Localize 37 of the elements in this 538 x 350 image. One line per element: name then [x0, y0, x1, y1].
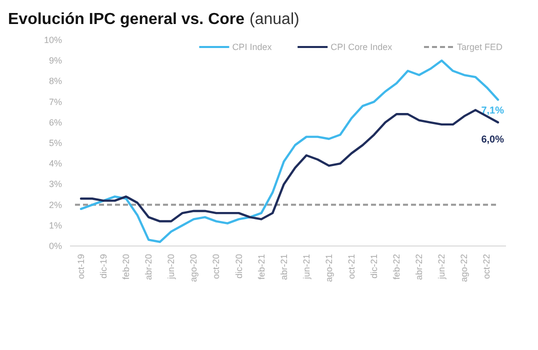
x-tick-label: dic-20: [234, 254, 244, 279]
x-tick-label: abr-21: [278, 254, 289, 280]
x-tick-label: abr-22: [414, 254, 424, 280]
x-tick-label: oct-21: [346, 254, 356, 280]
legend-label: CPI Core Index: [330, 42, 393, 52]
x-tick-label: oct-22: [482, 254, 492, 280]
chart-subtitle: (anual): [250, 11, 300, 28]
y-tick-label: 10%: [44, 35, 62, 45]
data-label: 6,0%: [481, 134, 504, 146]
y-tick-label: 9%: [48, 56, 62, 66]
x-tick-label: dic-21: [369, 254, 380, 279]
x-tick-label: feb-22: [392, 254, 402, 280]
x-tick-label: oct-19: [76, 254, 86, 280]
x-tick-label: dic-19: [98, 254, 109, 279]
y-tick-label: 1%: [48, 220, 62, 230]
x-tick-label: oct-20: [211, 254, 222, 280]
x-tick-label: ago-22: [459, 254, 470, 282]
y-tick-label: 8%: [48, 76, 62, 86]
y-tick-label: 4%: [48, 158, 62, 169]
x-tick-label: jun-21: [301, 254, 312, 280]
data-label: 7,1%: [481, 106, 504, 117]
x-tick-label: jun-20: [166, 254, 176, 280]
y-tick-label: 3%: [48, 179, 62, 190]
x-tick-label: feb-21: [256, 254, 266, 280]
x-tick-label: feb-20: [121, 254, 132, 280]
x-tick-label: abr-20: [144, 254, 154, 280]
y-tick-label: 7%: [48, 96, 62, 107]
x-tick-label: jun-22: [436, 254, 447, 280]
y-tick-label: 0%: [48, 241, 62, 251]
x-tick-label: ago-21: [324, 254, 334, 282]
y-tick-label: 2%: [48, 200, 62, 210]
y-tick-label: 5%: [48, 138, 62, 148]
chart-title: Evolución IPC general vs. Core: [8, 11, 245, 28]
legend-label: Target FED: [457, 42, 504, 52]
y-tick-label: 6%: [48, 117, 62, 128]
legend-label: CPI Index: [232, 42, 272, 52]
x-tick-label: ago-20: [188, 254, 199, 282]
